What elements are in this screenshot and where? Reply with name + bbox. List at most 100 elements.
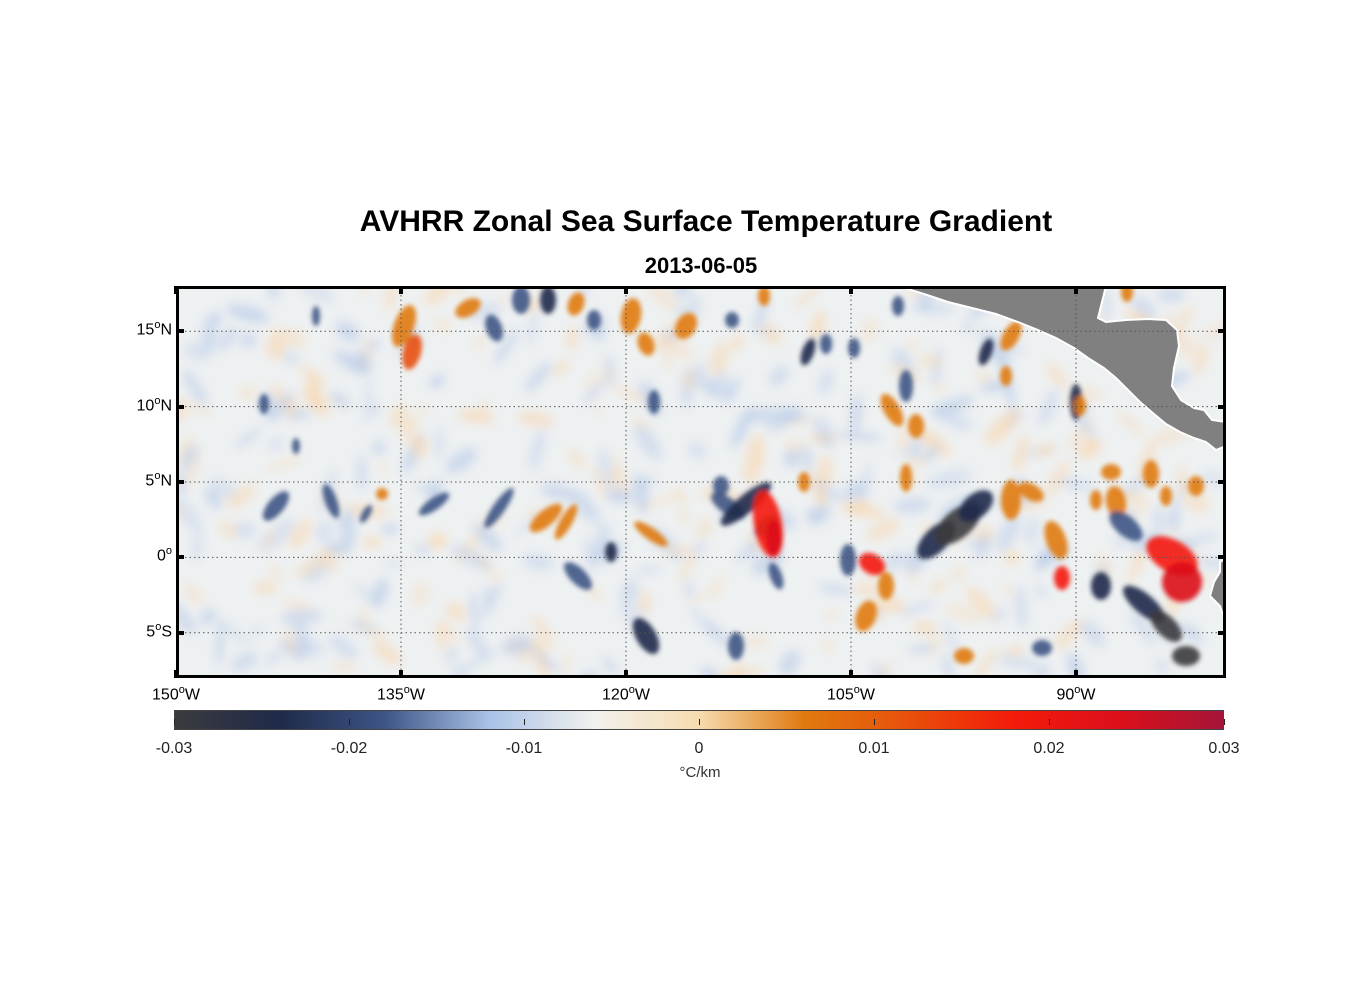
faint-anomaly: [612, 385, 647, 403]
degree-symbol: o: [853, 684, 860, 696]
faint-anomaly: [852, 585, 885, 596]
faint-anomaly: [179, 435, 193, 464]
faint-anomaly: [411, 582, 429, 607]
degree-symbol: o: [154, 394, 161, 407]
negative-gradient-feature: [485, 314, 503, 342]
faint-anomaly: [179, 506, 185, 521]
faint-anomaly: [709, 342, 729, 377]
faint-anomaly: [434, 428, 445, 459]
faint-anomaly: [570, 489, 598, 521]
faint-anomaly: [282, 350, 300, 365]
faint-anomaly: [906, 645, 937, 653]
faint-anomaly: [825, 609, 838, 620]
faint-anomaly: [182, 369, 208, 407]
degree-symbol: o: [1074, 684, 1081, 696]
degree-symbol: o: [165, 545, 172, 558]
faint-anomaly: [427, 531, 448, 550]
faint-anomaly: [996, 654, 1040, 670]
faint-anomaly: [1129, 611, 1157, 645]
faint-anomaly: [917, 353, 943, 369]
positive-gradient-feature: [954, 648, 974, 664]
faint-anomaly: [898, 601, 936, 616]
negative-gradient-feature: [958, 490, 994, 522]
negative-gradient-feature: [1109, 511, 1143, 541]
lon-tick-mark: [1074, 670, 1078, 678]
faint-anomaly: [266, 335, 285, 360]
faint-anomaly: [472, 335, 485, 349]
faint-anomaly: [794, 289, 820, 310]
faint-anomaly: [473, 523, 503, 552]
faint-anomaly: [1114, 533, 1127, 548]
faint-anomaly: [594, 399, 602, 417]
faint-anomaly: [966, 586, 997, 620]
faint-anomaly: [909, 303, 956, 313]
faint-anomaly: [267, 289, 280, 301]
faint-anomaly: [989, 607, 1008, 623]
faint-anomaly: [540, 483, 578, 502]
faint-anomaly: [810, 309, 826, 336]
faint-anomaly: [735, 539, 759, 563]
faint-anomaly: [361, 536, 383, 548]
faint-anomaly: [364, 377, 372, 426]
faint-anomaly: [1077, 386, 1103, 401]
faint-anomaly: [517, 411, 555, 427]
negative-gradient-feature: [713, 476, 729, 496]
faint-anomaly: [606, 489, 633, 504]
negative-gradient-feature: [1032, 640, 1052, 656]
lon-tick-hemisphere: W: [859, 686, 875, 704]
faint-anomaly: [732, 662, 747, 673]
faint-anomaly: [184, 342, 210, 361]
faint-anomaly: [846, 499, 869, 513]
lat-tick-mark: [176, 404, 184, 409]
lon-tick-degrees: 150: [152, 686, 179, 704]
faint-anomaly: [303, 386, 329, 417]
positive-gradient-feature: [758, 289, 770, 306]
faint-anomaly: [723, 377, 740, 404]
faint-anomaly: [1117, 410, 1145, 437]
faint-anomaly: [371, 440, 387, 456]
faint-anomaly: [482, 581, 502, 619]
faint-anomaly: [205, 487, 222, 510]
faint-anomaly: [215, 618, 225, 667]
lon-tick-degrees: 120: [602, 686, 629, 704]
lon-tick-label: 120oW: [602, 684, 650, 704]
negative-gradient-feature: [512, 289, 530, 314]
faint-anomaly: [866, 518, 901, 541]
faint-anomaly: [356, 453, 367, 492]
lon-tick-mark: [1074, 286, 1078, 294]
faint-anomaly: [745, 433, 765, 481]
colorbar-tick-label: 0.01: [858, 740, 890, 757]
faint-anomaly: [897, 423, 912, 453]
positive-gradient-feature: [1074, 396, 1086, 416]
faint-anomaly: [467, 627, 488, 658]
positive-gradient-feature: [1143, 460, 1159, 488]
lat-tick-mark: [176, 555, 184, 560]
faint-anomaly: [200, 608, 217, 626]
faint-anomaly: [673, 289, 692, 298]
faint-anomaly: [384, 289, 399, 313]
lon-tick-mark: [174, 286, 178, 294]
faint-anomaly: [368, 338, 381, 351]
negative-gradient-feature: [605, 542, 617, 562]
positive-gradient-feature: [1101, 464, 1121, 480]
faint-anomaly: [328, 634, 358, 659]
faint-anomaly: [893, 497, 931, 514]
faint-anomaly: [333, 350, 370, 376]
lat-tick-mark: [176, 329, 184, 334]
colorbar-tick-mark: [524, 719, 525, 725]
faint-anomaly: [818, 368, 833, 396]
faint-anomaly: [915, 427, 951, 456]
faint-anomaly: [1189, 531, 1219, 545]
positive-gradient-feature: [1105, 486, 1127, 518]
faint-anomaly: [466, 647, 500, 670]
faint-anomaly: [201, 316, 218, 355]
faint-anomaly: [945, 604, 983, 623]
faint-anomaly: [283, 630, 299, 656]
degree-symbol: o: [155, 620, 162, 633]
positive-gradient-feature: [637, 332, 655, 356]
positive-gradient-feature: [1121, 289, 1133, 302]
faint-anomaly: [942, 653, 954, 675]
faint-anomaly: [297, 364, 327, 384]
faint-anomaly: [926, 469, 972, 489]
faint-anomaly: [1023, 516, 1041, 546]
